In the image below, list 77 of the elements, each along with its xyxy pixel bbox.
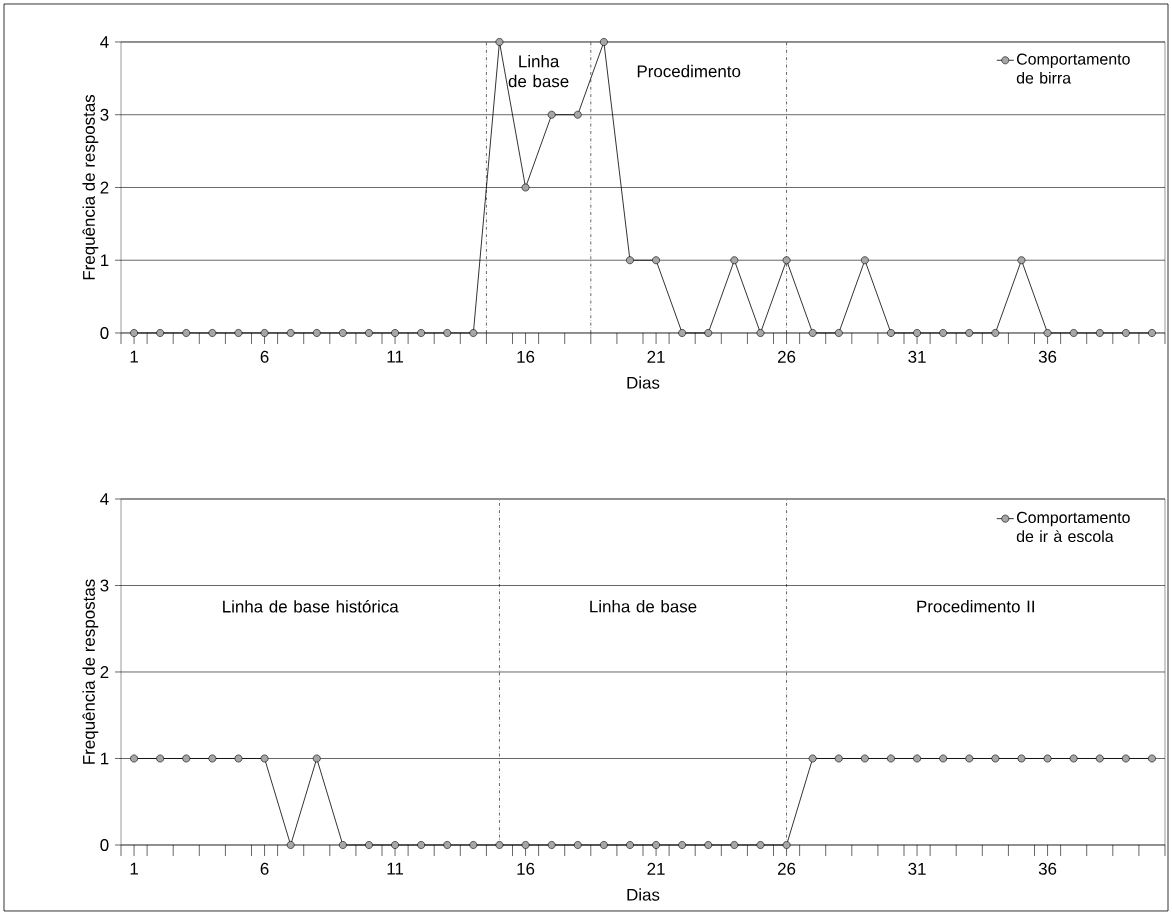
annotation: Linha de base [590,600,697,613]
point [1148,329,1156,337]
point [443,329,452,337]
point [234,329,243,337]
point [834,329,843,337]
x-tick-label: 6 [260,862,269,875]
point [391,329,399,337]
point [626,256,634,265]
legend-label: Comportamento de birra [1016,53,1130,84]
point [338,329,347,337]
point [1121,329,1130,337]
x-tick-label: 31 [908,862,926,875]
point [286,329,295,337]
x-tick-label: 21 [647,862,665,875]
annotation: Procedimento II [917,600,1034,613]
point [260,329,269,337]
y-tick-label: 0 [100,326,109,339]
point [156,329,165,337]
x-tick-label: 21 [647,350,665,363]
x-tick-label: 36 [1038,350,1057,363]
x-tick-label: 26 [778,862,796,875]
point [887,329,895,337]
annotation: Linha de base [508,54,569,88]
point [782,256,791,265]
x-tick-label: 16 [517,862,535,875]
point [130,329,138,337]
y-tick-label: 1 [101,254,109,267]
point [939,329,948,337]
point [1069,329,1078,337]
y-tick-label: 3 [100,579,109,592]
point [730,256,739,265]
x-tick-label: 31 [908,350,926,363]
point [312,329,321,337]
annotation: Linha de base histórica [223,599,399,613]
point [182,329,191,337]
x-tick-label: 16 [517,350,535,363]
y-tick-label: 3 [100,108,109,121]
point [365,329,373,337]
x-tick-label: 36 [1038,862,1057,875]
y-tick-label: 0 [100,838,109,851]
y-axis-title: Frequência de respostas [82,579,99,764]
x-tick-label: 11 [387,862,404,875]
point [1095,329,1104,337]
x-tick-label: 1 [130,862,138,875]
point [704,329,713,337]
y-axis-title: Frequência de respostas [82,94,99,280]
point [469,329,478,337]
y-tick-label: 4 [100,36,109,48]
point [860,256,869,265]
point [495,38,504,46]
point [808,329,817,337]
point [913,329,921,337]
point [652,256,660,265]
y-tick-label: 2 [100,666,109,678]
x-axis-title: Dias [627,888,660,901]
y-tick-label: 4 [100,493,109,505]
point [678,329,687,337]
legend-label: Comportamento de ir à escola [1016,511,1130,543]
point [965,329,974,337]
point [1043,329,1052,337]
x-axis-title: Dias [627,376,660,389]
x-tick-label: 11 [387,350,404,363]
y-tick-label: 1 [101,752,109,765]
y-tick-label: 2 [100,181,109,194]
point [521,183,530,192]
point [756,329,765,337]
point [208,329,217,337]
point [547,110,556,119]
point [573,110,582,119]
point [1017,256,1026,265]
x-tick-label: 6 [260,350,269,363]
point [417,329,426,337]
point [991,329,1000,337]
annotation: Procedimento [637,64,741,78]
x-tick-label: 1 [130,350,138,363]
point [599,38,608,46]
x-tick-label: 26 [778,350,796,363]
